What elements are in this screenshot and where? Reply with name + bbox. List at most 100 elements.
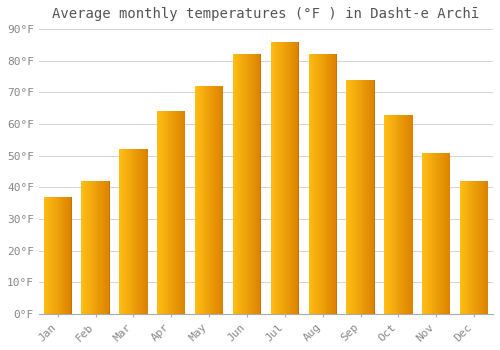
Bar bbox=[157, 111, 158, 314]
Bar bbox=[475, 181, 476, 314]
Bar bbox=[146, 149, 148, 314]
Bar bbox=[374, 80, 375, 314]
Bar bbox=[60, 197, 62, 314]
Bar bbox=[164, 111, 166, 314]
Bar bbox=[87, 181, 88, 314]
Bar bbox=[354, 80, 355, 314]
Bar bbox=[464, 181, 466, 314]
Bar bbox=[404, 114, 405, 314]
Bar bbox=[211, 86, 212, 314]
Bar bbox=[214, 86, 215, 314]
Bar bbox=[170, 111, 172, 314]
Bar bbox=[353, 80, 354, 314]
Bar bbox=[123, 149, 124, 314]
Bar bbox=[286, 42, 287, 314]
Bar bbox=[472, 181, 473, 314]
Bar bbox=[389, 114, 390, 314]
Bar bbox=[351, 80, 352, 314]
Bar bbox=[178, 111, 179, 314]
Bar bbox=[463, 181, 464, 314]
Bar bbox=[288, 42, 290, 314]
Bar bbox=[362, 80, 364, 314]
Bar bbox=[251, 54, 252, 314]
Bar bbox=[270, 42, 272, 314]
Bar bbox=[355, 80, 356, 314]
Bar bbox=[292, 42, 294, 314]
Bar bbox=[51, 197, 52, 314]
Bar bbox=[477, 181, 478, 314]
Bar bbox=[372, 80, 373, 314]
Bar bbox=[137, 149, 138, 314]
Bar bbox=[252, 54, 254, 314]
Bar bbox=[90, 181, 91, 314]
Bar bbox=[128, 149, 130, 314]
Bar bbox=[294, 42, 296, 314]
Bar bbox=[260, 54, 261, 314]
Bar bbox=[441, 153, 442, 314]
Bar bbox=[390, 114, 391, 314]
Bar bbox=[161, 111, 162, 314]
Bar bbox=[358, 80, 360, 314]
Bar bbox=[334, 54, 335, 314]
Bar bbox=[462, 181, 463, 314]
Bar bbox=[385, 114, 386, 314]
Bar bbox=[119, 149, 120, 314]
Bar bbox=[283, 42, 284, 314]
Bar bbox=[200, 86, 202, 314]
Bar bbox=[444, 153, 445, 314]
Bar bbox=[440, 153, 441, 314]
Bar bbox=[331, 54, 332, 314]
Bar bbox=[428, 153, 430, 314]
Bar bbox=[195, 86, 196, 314]
Bar bbox=[256, 54, 258, 314]
Bar bbox=[437, 153, 438, 314]
Bar bbox=[276, 42, 278, 314]
Bar bbox=[209, 86, 210, 314]
Bar bbox=[213, 86, 214, 314]
Bar bbox=[356, 80, 357, 314]
Bar bbox=[422, 153, 423, 314]
Bar bbox=[160, 111, 161, 314]
Bar bbox=[103, 181, 104, 314]
Bar bbox=[298, 42, 299, 314]
Bar bbox=[173, 111, 174, 314]
Bar bbox=[82, 181, 84, 314]
Bar bbox=[448, 153, 450, 314]
Bar bbox=[328, 54, 330, 314]
Bar bbox=[220, 86, 222, 314]
Bar bbox=[121, 149, 122, 314]
Bar bbox=[168, 111, 170, 314]
Bar bbox=[402, 114, 403, 314]
Bar bbox=[396, 114, 398, 314]
Bar bbox=[394, 114, 396, 314]
Bar bbox=[105, 181, 106, 314]
Bar bbox=[126, 149, 127, 314]
Bar bbox=[318, 54, 319, 314]
Bar bbox=[321, 54, 322, 314]
Bar bbox=[470, 181, 472, 314]
Bar bbox=[373, 80, 374, 314]
Bar bbox=[53, 197, 54, 314]
Bar bbox=[140, 149, 141, 314]
Bar bbox=[482, 181, 484, 314]
Bar bbox=[369, 80, 370, 314]
Bar bbox=[430, 153, 432, 314]
Bar bbox=[62, 197, 64, 314]
Bar bbox=[177, 111, 178, 314]
Bar bbox=[250, 54, 251, 314]
Bar bbox=[174, 111, 175, 314]
Bar bbox=[474, 181, 475, 314]
Bar bbox=[423, 153, 424, 314]
Bar bbox=[330, 54, 331, 314]
Bar bbox=[236, 54, 238, 314]
Bar bbox=[272, 42, 274, 314]
Bar bbox=[371, 80, 372, 314]
Bar bbox=[335, 54, 336, 314]
Bar bbox=[218, 86, 220, 314]
Bar bbox=[400, 114, 402, 314]
Bar bbox=[438, 153, 439, 314]
Bar bbox=[427, 153, 428, 314]
Bar bbox=[204, 86, 206, 314]
Bar bbox=[222, 86, 224, 314]
Bar bbox=[184, 111, 186, 314]
